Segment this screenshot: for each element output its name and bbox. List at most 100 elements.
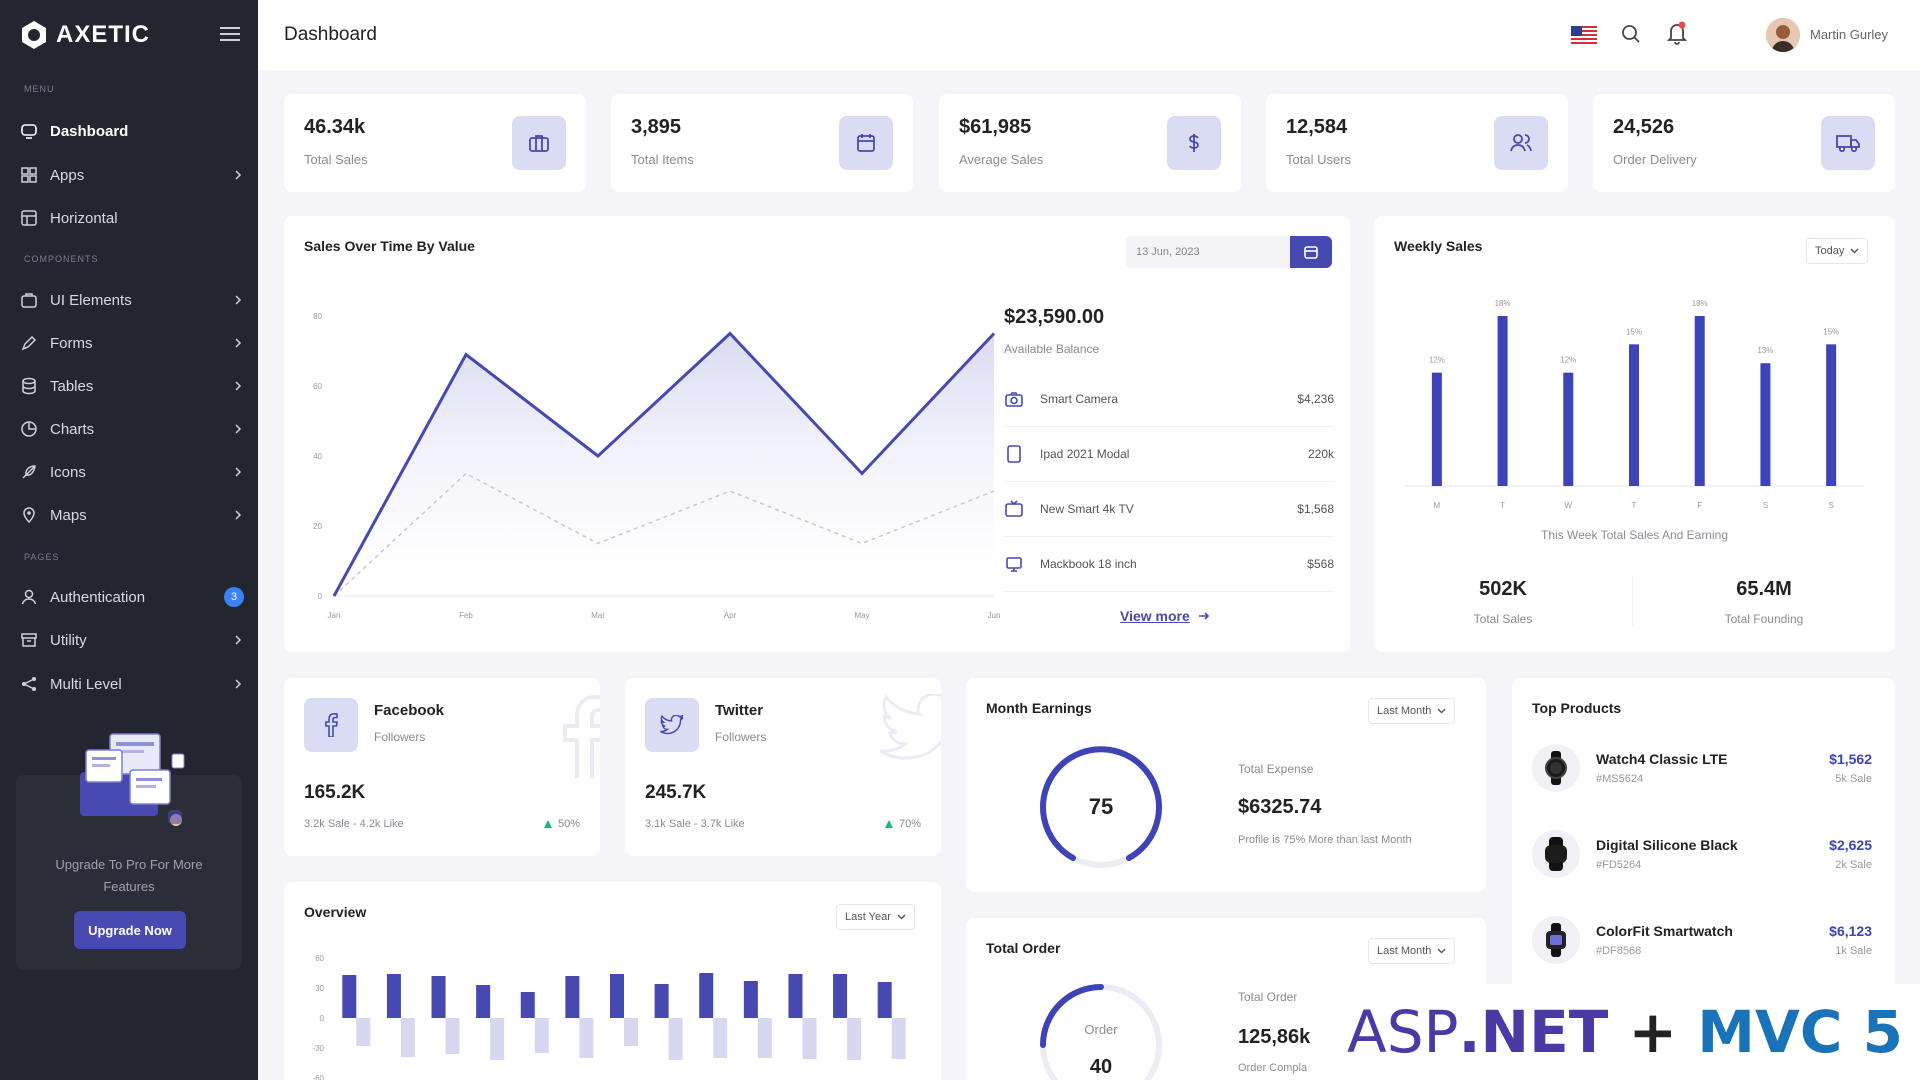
chevron-down-icon — [1850, 248, 1859, 254]
list-item[interactable]: Smart Camera $4,236 — [1004, 372, 1334, 427]
hamburger-menu-icon[interactable] — [220, 26, 240, 42]
sidebar-item-dashboard[interactable]: Dashboard — [18, 114, 244, 148]
available-balance-label: Available Balance — [1004, 342, 1100, 356]
arrow-right-icon — [1198, 612, 1209, 620]
x-tick-label: T — [1500, 501, 1505, 510]
overview-filter-dropdown[interactable]: Last Year — [836, 904, 915, 930]
twitter-icon — [645, 698, 699, 752]
stat-value: 12,584 — [1286, 116, 1348, 138]
total-founding-label: Total Founding — [1724, 612, 1804, 626]
briefcase-icon — [512, 116, 566, 170]
sidebar-item-utility[interactable]: Utility — [18, 623, 244, 657]
sidebar-item-apps[interactable]: Apps — [18, 158, 244, 192]
search-icon[interactable] — [1620, 23, 1642, 45]
x-tick-label: Feb — [459, 611, 473, 620]
available-balance-value: $23,590.00 — [1004, 306, 1105, 328]
chevron-right-icon — [234, 381, 244, 391]
sidebar-item-charts[interactable]: Charts — [18, 412, 244, 446]
growth-indicator: 50% — [543, 818, 580, 830]
earnings-gauge — [1040, 746, 1162, 868]
sidebar-item-label: Forms — [50, 334, 93, 352]
card-title: Weekly Sales — [1394, 238, 1483, 254]
dropdown-label: Today — [1815, 245, 1845, 257]
upgrade-text: Upgrade To Pro For More Features — [55, 857, 203, 894]
us-flag-icon[interactable] — [1571, 26, 1597, 44]
list-item[interactable]: ColorFit Smartwatch #DF8568 $6,123 1k Sale — [1532, 900, 1872, 980]
monitor-icon — [18, 120, 40, 142]
sidebar-item-authentication[interactable]: Authentication 3 — [18, 580, 244, 614]
bar-negative — [757, 1018, 772, 1058]
growth-value: 50% — [557, 818, 580, 830]
sidebar-item-forms[interactable]: Forms — [18, 326, 244, 360]
view-more-link[interactable]: View more — [1120, 608, 1210, 624]
section-label-components: COMPONENTS — [24, 254, 99, 264]
stat-label: Total Sales — [304, 152, 368, 167]
sidebar-item-maps[interactable]: Maps — [18, 498, 244, 532]
map-pin-icon — [18, 504, 40, 526]
avatar[interactable] — [1766, 18, 1800, 52]
upgrade-now-button[interactable]: Upgrade Now — [74, 911, 186, 949]
calendar-icon — [839, 116, 893, 170]
chevron-right-icon — [234, 679, 244, 689]
series-line-primary — [332, 331, 996, 597]
x-tick-label: Jun — [988, 611, 1001, 620]
sidebar-item-ui-elements[interactable]: UI Elements — [18, 283, 244, 317]
sidebar-item-multi-level[interactable]: Multi Level — [18, 667, 244, 701]
x-tick-label: F — [1697, 501, 1702, 510]
bar — [1826, 344, 1837, 486]
calendar-button[interactable] — [1290, 236, 1332, 268]
banner-mvc: MVC 5 — [1697, 998, 1903, 1066]
list-item[interactable]: New Smart 4k TV $1,568 — [1004, 482, 1334, 537]
order-side-sub: Order Compla — [1238, 1062, 1308, 1074]
aspnet-mvc-banner: ASP .NET + MVC 5 — [1330, 984, 1920, 1080]
follower-count: 245.7K — [645, 782, 707, 803]
order-filter-dropdown[interactable]: Last Month — [1368, 938, 1456, 964]
chevron-right-icon — [234, 338, 244, 348]
x-tick-label: W — [1565, 501, 1573, 510]
order-label: Order — [1084, 1022, 1118, 1037]
sidebar-item-icons[interactable]: Icons — [18, 455, 244, 489]
list-item[interactable]: Mackbook 18 inch $568 — [1004, 537, 1334, 592]
social-detail: 3.2k Sale - 4.2k Like — [304, 818, 404, 830]
product-code: #FD5264 — [1596, 859, 1642, 871]
product-name: Mackbook 18 inch — [1040, 557, 1137, 571]
bell-icon[interactable] — [1666, 20, 1688, 46]
total-founding-value: 65.4M — [1736, 578, 1792, 600]
sidebar-item-label: Multi Level — [50, 675, 122, 693]
calendar-icon — [1304, 246, 1318, 259]
sidebar-item-horizontal[interactable]: Horizontal — [18, 201, 244, 235]
social-sub: Followers — [374, 730, 426, 744]
bar — [1760, 363, 1771, 486]
series-line-secondary — [333, 472, 995, 597]
truck-icon — [1821, 116, 1875, 170]
list-item[interactable]: Ipad 2021 Modal 220k — [1004, 427, 1334, 482]
stat-card-total-sales: 46.34k Total Sales — [284, 94, 586, 192]
stat-card-total-users: 12,584 Total Users — [1266, 94, 1568, 192]
list-item[interactable]: Watch4 Classic LTE #MS5624 $1,562 5k Sale — [1532, 728, 1872, 808]
stat-card-total-items: 3,895 Total Items — [611, 94, 913, 192]
facebook-icon — [304, 698, 358, 752]
sidebar-item-tables[interactable]: Tables — [18, 369, 244, 403]
date-input[interactable]: 13 Jun, 2023 — [1126, 236, 1290, 268]
social-detail: 3.1k Sale - 3.7k Like — [645, 818, 745, 830]
bar-negative — [445, 1018, 460, 1054]
bar-positive — [476, 985, 491, 1018]
card-title: Month Earnings — [986, 700, 1092, 716]
product-name: Smart Camera — [1040, 392, 1119, 406]
product-code: #MS5624 — [1596, 773, 1644, 785]
bar-negative — [356, 1018, 371, 1046]
divider — [1632, 576, 1633, 626]
data-label: 18% — [1495, 299, 1511, 308]
brand-name: AXETIC — [56, 21, 151, 48]
card-title: Total Order — [986, 940, 1061, 956]
bar — [1563, 372, 1574, 486]
month-filter-dropdown[interactable]: Last Month — [1368, 698, 1456, 724]
pen-icon — [18, 332, 40, 354]
sidebar-item-label: UI Elements — [50, 291, 132, 309]
product-sale: 5k Sale — [1835, 773, 1872, 785]
brand-logo[interactable]: AXETIC — [20, 20, 150, 50]
weekly-filter-dropdown[interactable]: Today — [1806, 238, 1869, 264]
list-item[interactable]: Digital Silicone Black #FD5264 $2,625 2k S… — [1532, 814, 1872, 894]
bar-positive — [699, 973, 714, 1018]
notification-badge: 3 — [224, 587, 244, 607]
